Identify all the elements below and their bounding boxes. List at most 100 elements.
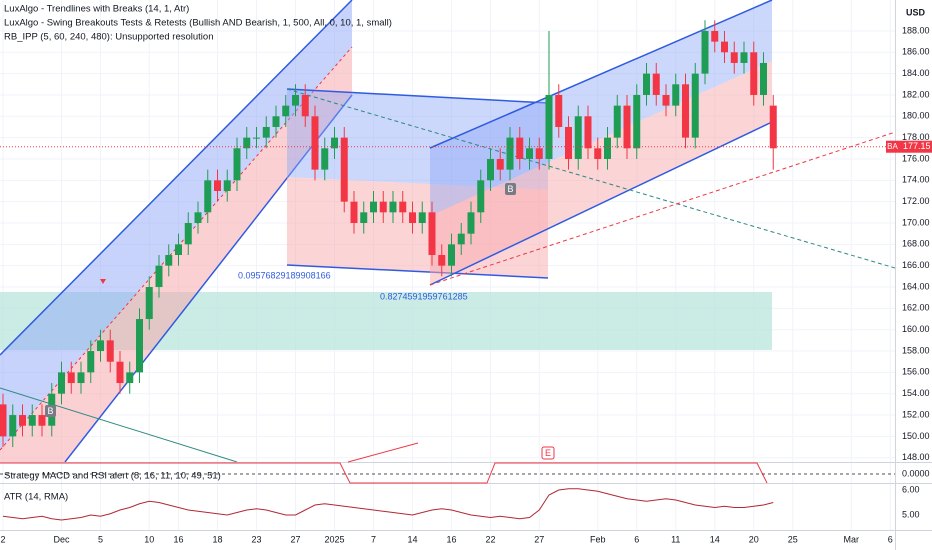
y-tick-label: 152.00 (902, 409, 930, 419)
candle-body (87, 351, 95, 373)
atr-line (2, 488, 774, 521)
y-tick-label: 168.00 (902, 239, 930, 249)
marker: B (47, 406, 53, 416)
x-tick-label: 6 (634, 534, 639, 544)
candle-body (467, 212, 475, 234)
candle-body (565, 126, 572, 159)
y-tick-label: 176.00 (902, 153, 930, 163)
y-tick-label: 188.00 (902, 25, 930, 35)
marker-box (541, 446, 555, 460)
macd-strategy-line (0, 462, 768, 484)
candle-body (340, 137, 348, 202)
y-tick-label: 178.00 (902, 132, 930, 142)
candle-body (584, 116, 592, 149)
rising-channel-upper (430, 0, 772, 216)
x-tick-label: 11 (671, 534, 680, 544)
x-tick-label: 16 (173, 534, 183, 544)
candle-body (9, 415, 17, 437)
candle-body (389, 201, 397, 213)
x-tick-label: 22 (485, 534, 495, 544)
candle-body (643, 73, 650, 95)
x-tick-label: 6 (888, 534, 893, 544)
candle-body (574, 116, 582, 159)
candle-body (223, 180, 231, 191)
y-tick-label: 184.00 (902, 68, 930, 78)
candle-body (682, 84, 689, 138)
candle-body (409, 212, 416, 223)
y-tick-label: 162.00 (902, 303, 930, 313)
candle-body (97, 340, 104, 352)
channel-line (64, 94, 353, 462)
channel-line (0, 0, 353, 356)
candle-body (487, 158, 494, 181)
annotation: 0.09576829189908166 (238, 270, 331, 280)
x-tick-label: Mar (844, 534, 860, 544)
atr-tick-label: 6.00 (902, 484, 920, 494)
marker-box (45, 405, 56, 417)
marker: B (507, 184, 513, 194)
candle-body (0, 404, 7, 437)
candle-body (243, 137, 251, 149)
candle-body (136, 319, 143, 373)
candle-body (126, 372, 134, 384)
candle-body (331, 137, 338, 149)
candle-body (496, 158, 504, 170)
candle-body (321, 148, 329, 170)
candle-body (662, 94, 670, 106)
x-tick-label: Dec (53, 534, 70, 544)
candle-body (457, 233, 465, 245)
candle-body (448, 244, 455, 266)
y-tick-label: 150.00 (902, 431, 930, 441)
candles (0, 20, 895, 448)
candle-body (184, 222, 192, 245)
candle-body (438, 255, 446, 266)
candle-body (652, 73, 660, 95)
candle-body (370, 201, 377, 213)
candle-body (428, 212, 436, 256)
candle-body (350, 201, 358, 223)
channel-upper (0, 0, 352, 450)
candle-body (594, 148, 602, 159)
candle-body (282, 105, 290, 117)
atr-title: ATR (14, RMA) (4, 492, 68, 503)
y-tick-label: 172.00 (902, 196, 930, 206)
range-upper (287, 89, 548, 190)
candle-body (301, 94, 309, 117)
candle-body (399, 201, 407, 213)
candle-body (194, 212, 202, 223)
candle-body (360, 212, 368, 223)
range-line (286, 264, 549, 279)
candle-body (272, 116, 280, 127)
candle-body (28, 415, 36, 426)
candle-body (155, 265, 163, 288)
symbol-label: BA (887, 142, 898, 151)
candle-body (526, 148, 533, 159)
candle-body (77, 372, 85, 384)
x-tick-label: Feb (590, 534, 606, 544)
y-tick-label: 156.00 (902, 367, 930, 377)
candle-body (116, 361, 124, 384)
x-tick-label: 2 (0, 534, 5, 544)
indicator-legend: RB_IPP (5, 60, 240, 480): Unsupported re… (4, 32, 213, 43)
candle-body (691, 73, 699, 138)
x-tick-label: 16 (446, 534, 456, 544)
candle-body (38, 415, 46, 426)
candle-body (604, 137, 611, 159)
atr-tick-label: 5.00 (902, 509, 920, 519)
candle-body (311, 116, 319, 170)
signal-triangle (100, 279, 106, 284)
x-tick-label: 27 (290, 534, 300, 544)
candle-body (633, 94, 641, 149)
candle-body (292, 94, 299, 106)
y-tick-label: 148.00 (902, 452, 930, 462)
trendline (286, 88, 895, 269)
candle-body (106, 340, 114, 362)
candle-body (769, 105, 777, 149)
candle-body (19, 415, 26, 426)
candle-body (555, 94, 563, 127)
axes: 148.00150.00152.00154.00156.00158.00160.… (0, 25, 932, 544)
y-tick-label: 174.00 (902, 175, 930, 185)
indicator-legend: LuxAlgo - Trendlines with Breaks (14, 1,… (4, 4, 189, 15)
candle-body (730, 52, 738, 63)
